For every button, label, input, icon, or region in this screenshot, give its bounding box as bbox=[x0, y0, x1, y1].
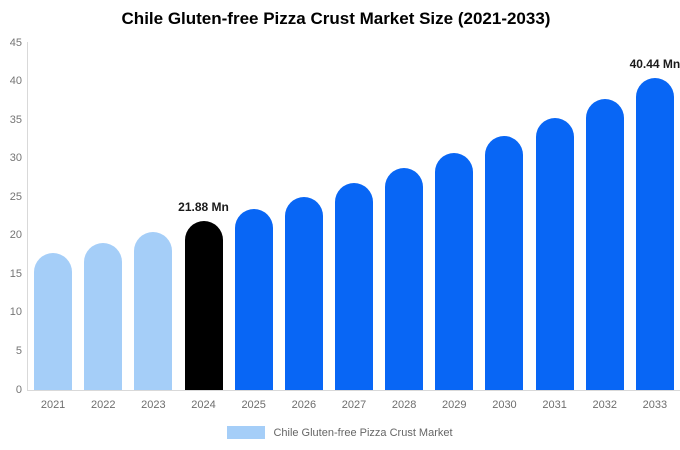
legend-label: Chile Gluten-free Pizza Crust Market bbox=[273, 426, 453, 439]
y-axis-label-10: 10 bbox=[9, 306, 22, 319]
plot-area: 2021 2022 2023 2024 2025 2026 2027 2028 2029 2030… bbox=[28, 43, 680, 411]
bar-2032[interactable] bbox=[585, 98, 624, 390]
y-axis-label-5: 5 bbox=[15, 344, 22, 357]
bar-2026[interactable] bbox=[284, 196, 323, 390]
bar-2027[interactable] bbox=[335, 183, 373, 390]
x-axis-label-2026: 2026 bbox=[291, 399, 317, 411]
y-axis-label-40: 40 bbox=[9, 75, 22, 88]
x-axis-label-2021: 2021 bbox=[40, 399, 66, 411]
x-axis-line bbox=[27, 390, 680, 391]
x-axis-label-2025: 2025 bbox=[241, 399, 266, 411]
x-axis-label-2029: 2029 bbox=[442, 399, 467, 411]
bar-2028[interactable] bbox=[385, 168, 424, 390]
bar-2023[interactable] bbox=[134, 232, 173, 390]
bar-2030[interactable] bbox=[485, 136, 524, 390]
bar-2024[interactable] bbox=[184, 221, 223, 390]
x-axis-label-2030: 2030 bbox=[492, 399, 517, 411]
bar-2021[interactable] bbox=[34, 252, 73, 390]
legend[interactable]: Chile Gluten-free Pizza Crust Market bbox=[0, 426, 680, 439]
x-axis-label-2024: 2024 bbox=[191, 399, 216, 411]
bar-2022[interactable] bbox=[84, 242, 123, 390]
y-axis-label-20: 20 bbox=[9, 229, 22, 242]
x-axis-label-2033: 2033 bbox=[642, 399, 668, 411]
bar-2033[interactable] bbox=[635, 78, 674, 390]
y-axis-label-0: 0 bbox=[15, 383, 22, 396]
x-axis-label-2027: 2027 bbox=[341, 399, 367, 411]
x-axis-label-2032: 2032 bbox=[592, 399, 617, 411]
x-axis-label-2031: 2031 bbox=[542, 399, 567, 411]
y-axis-label-15: 15 bbox=[9, 267, 22, 280]
value-label-2024: 21.88 Mn bbox=[178, 200, 229, 215]
bar-2025[interactable] bbox=[234, 209, 273, 390]
bar-2029[interactable] bbox=[435, 152, 474, 390]
y-axis-label-35: 35 bbox=[9, 113, 22, 126]
y-axis-label-30: 30 bbox=[9, 152, 22, 165]
y-axis-label-25: 25 bbox=[9, 190, 22, 203]
x-axis-label-2028: 2028 bbox=[391, 399, 417, 411]
legend-swatch bbox=[227, 426, 266, 439]
x-axis-label-2022: 2022 bbox=[90, 399, 116, 411]
x-axis-label-2023: 2023 bbox=[141, 399, 166, 411]
value-label-2033: 40.44 Mn bbox=[629, 57, 680, 72]
bar-2031[interactable] bbox=[535, 118, 574, 390]
chart-title: Chile Gluten-free Pizza Crust Market Siz… bbox=[121, 9, 551, 28]
y-axis-label-45: 45 bbox=[9, 36, 22, 49]
y-axis-line bbox=[27, 42, 28, 390]
